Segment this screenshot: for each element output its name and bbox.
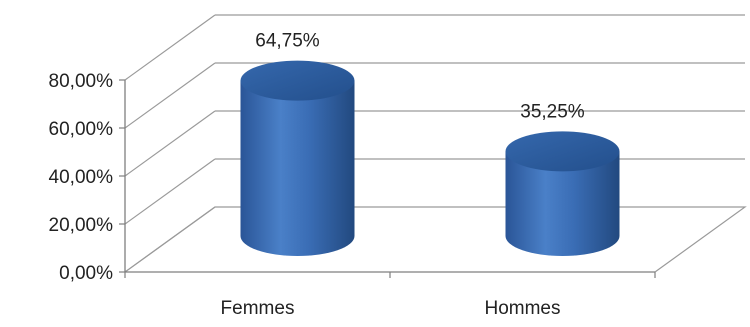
y-tick-label: 80,00%	[49, 71, 114, 92]
data-label: 64,75%	[255, 31, 320, 52]
bar-top	[240, 60, 355, 101]
bar-body	[240, 80, 355, 256]
x-tick-label: Hommes	[484, 298, 560, 319]
labels-layer: 64,75% Femmes 35,25% Hommes	[221, 31, 585, 319]
gridline-side	[124, 14, 216, 81]
floor-outline	[124, 206, 747, 273]
bar-femmes	[240, 60, 355, 256]
data-label: 35,25%	[520, 101, 585, 122]
y-tick-label: 40,00%	[49, 167, 114, 188]
x-tick-label: Femmes	[221, 298, 295, 319]
bar-body	[505, 151, 620, 256]
y-tick-label: 0,00%	[59, 263, 113, 284]
bar-hommes	[505, 131, 620, 256]
bars-layer	[240, 60, 620, 256]
bar-top	[505, 131, 620, 172]
grid-layer	[124, 14, 747, 273]
gridline-side	[124, 110, 216, 177]
y-tick-label: 60,00%	[49, 119, 114, 140]
gridline-side	[124, 62, 216, 129]
axis-layer: 0,00% 20,00% 40,00% 60,00% 80,00%	[49, 71, 656, 284]
y-tick-label: 20,00%	[49, 215, 114, 236]
gridline-side	[124, 158, 216, 225]
